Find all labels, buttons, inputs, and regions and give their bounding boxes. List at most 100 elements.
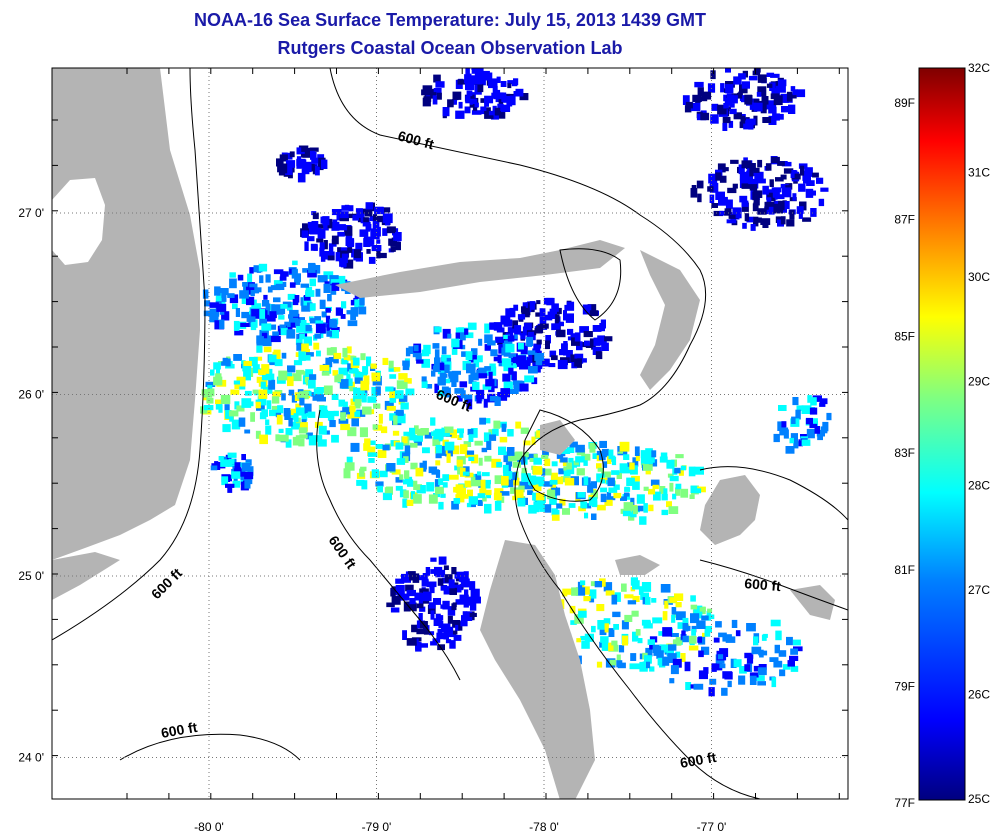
sst-pixel <box>707 608 713 613</box>
sst-pixel <box>471 454 479 464</box>
sst-pixel <box>326 330 332 337</box>
sst-pixel <box>595 351 603 360</box>
sst-pixel <box>632 481 640 490</box>
sst-pixel <box>465 95 471 104</box>
sst-pixel <box>531 377 538 385</box>
sst-pixel <box>469 98 477 105</box>
sst-pixel <box>783 168 794 174</box>
sst-pixel <box>495 336 504 343</box>
sst-pixel <box>477 471 482 476</box>
latitude-label: 24 0' <box>18 751 44 765</box>
sst-pixel <box>611 640 618 646</box>
sst-pixel <box>299 434 308 439</box>
sst-pixel <box>624 614 633 622</box>
sst-pixel <box>578 506 586 512</box>
sst-pixel <box>762 185 769 195</box>
sst-pixel <box>667 653 677 663</box>
sst-pixel <box>314 421 323 428</box>
sst-pixel <box>442 328 451 339</box>
sst-pixel <box>340 423 350 431</box>
sst-pixel <box>524 452 529 458</box>
sst-pixel <box>757 74 767 83</box>
sst-pixel <box>557 359 568 370</box>
sst-pixel <box>748 654 754 659</box>
sst-pixel <box>744 664 751 672</box>
sst-pixel <box>389 374 397 379</box>
sst-pixel <box>474 440 483 446</box>
sst-pixel <box>251 309 261 317</box>
sst-pixel <box>352 395 362 402</box>
sst-pixel <box>296 333 301 341</box>
sst-pixel <box>456 459 463 467</box>
sst-pixel <box>587 304 597 312</box>
sst-pixel <box>464 394 473 402</box>
sst-pixel <box>480 106 487 115</box>
sst-pixel <box>701 615 709 621</box>
sst-pixel <box>395 585 405 595</box>
sst-pixel <box>781 106 791 113</box>
sst-pixel <box>465 596 474 606</box>
sst-pixel <box>405 388 415 396</box>
sst-pixel <box>221 476 229 486</box>
sst-pixel <box>470 588 480 599</box>
sst-pixel <box>440 373 448 378</box>
sst-pixel <box>637 638 643 644</box>
sst-pixel <box>413 494 422 504</box>
sst-pixel <box>788 104 796 114</box>
sst-pixel <box>623 502 634 511</box>
sst-pixel <box>727 187 737 194</box>
sst-pixel <box>706 610 712 616</box>
sst-pixel <box>791 173 801 180</box>
sst-pixel <box>584 633 594 642</box>
sst-pixel <box>470 428 478 438</box>
sst-pixel <box>613 484 620 490</box>
sst-pixel <box>570 476 579 486</box>
sst-pixel <box>694 81 704 88</box>
sst-pixel <box>608 628 615 637</box>
sst-pixel <box>468 456 475 461</box>
sst-pixel <box>535 312 541 317</box>
sst-pixel <box>305 325 312 332</box>
sst-pixel <box>611 594 618 605</box>
sst-pixel <box>424 432 433 439</box>
sst-pixel <box>513 91 520 97</box>
sst-pixel <box>640 457 648 466</box>
sst-pixel <box>581 640 590 649</box>
sst-pixel <box>719 663 726 669</box>
sst-pixel <box>285 439 292 448</box>
sst-pixel <box>559 498 566 506</box>
sst-pixel <box>451 567 457 575</box>
sst-pixel <box>458 101 463 109</box>
sst-pixel <box>372 220 378 230</box>
sst-pixel <box>448 579 455 589</box>
sst-pixel <box>512 495 522 501</box>
sst-pixel <box>496 76 501 83</box>
sst-pixel <box>762 117 772 123</box>
sst-pixel <box>258 389 268 399</box>
sst-pixel <box>710 85 715 93</box>
sst-pixel <box>601 342 609 351</box>
sst-pixel <box>469 601 477 611</box>
sst-pixel <box>649 645 654 650</box>
sst-pixel <box>401 575 407 583</box>
sst-pixel <box>611 456 617 466</box>
sst-pixel <box>333 410 339 417</box>
sst-pixel <box>483 479 491 485</box>
sst-pixel <box>798 183 806 192</box>
sst-pixel <box>252 389 259 394</box>
sst-pixel <box>440 604 450 609</box>
sst-pixel <box>509 95 516 106</box>
sst-pixel <box>733 112 742 120</box>
sst-pixel <box>649 666 655 672</box>
sst-pixel <box>459 381 468 388</box>
sst-pixel <box>292 373 302 382</box>
sst-pixel <box>422 85 433 94</box>
sst-pixel <box>453 584 462 593</box>
sst-pixel <box>484 344 491 351</box>
sst-pixel <box>541 468 546 476</box>
sst-pixel <box>298 438 305 447</box>
sst-pixel <box>696 180 704 189</box>
sst-pixel <box>660 584 671 593</box>
sst-pixel <box>749 102 756 110</box>
sst-pixel <box>503 471 513 479</box>
